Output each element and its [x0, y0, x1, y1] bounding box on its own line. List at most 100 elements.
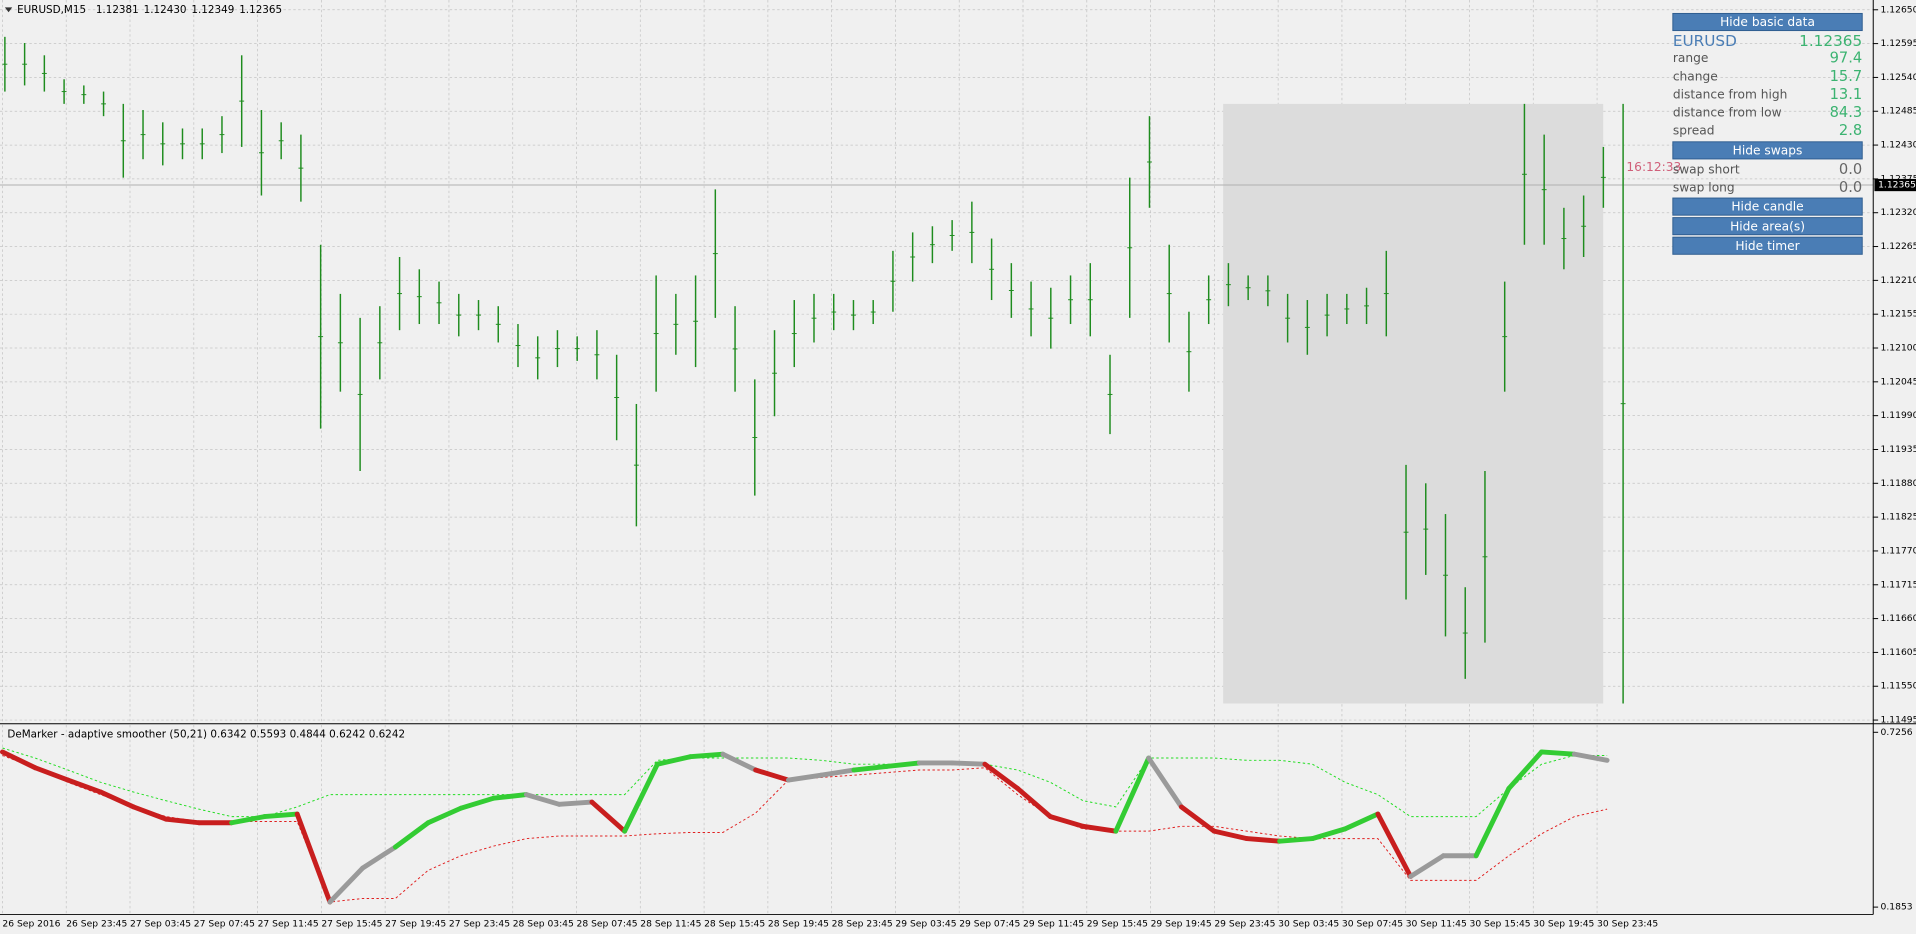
demarker-segment: [982, 761, 1021, 791]
demarker-segment: [1015, 786, 1053, 820]
demarker-segment: [1473, 786, 1512, 859]
hide-timer-button[interactable]: Hide timer: [1672, 236, 1863, 255]
y-tick-label: 1.11825: [1881, 512, 1916, 523]
x-tick-label: 26 Sep 23:45: [66, 919, 127, 930]
lower-band: [2, 754, 1608, 903]
hide-swaps-button[interactable]: Hide swaps: [1672, 141, 1863, 160]
y-tick-label: 1.12430: [1881, 140, 1916, 151]
demarker-segment: [458, 795, 497, 811]
row-label: range: [1673, 51, 1709, 65]
upper-band: [2, 747, 1608, 818]
indicator-tick-label: 0.7256: [1881, 727, 1913, 738]
x-tick-label: 28 Sep 19:45: [768, 919, 829, 930]
x-tick-label: 30 Sep 19:45: [1533, 919, 1594, 930]
x-tick-label: 27 Sep 11:45: [258, 919, 319, 930]
row-value: 97.4: [1830, 50, 1863, 67]
demarker-segment: [785, 772, 824, 783]
demarker-segment: [654, 754, 693, 767]
demarker-segment: [392, 820, 431, 850]
hide-areas-button[interactable]: Hide area(s): [1672, 217, 1863, 236]
x-tick-label: 27 Sep 07:45: [194, 919, 255, 930]
title-part: EURUSD,M15: [17, 4, 86, 16]
demarker-segment: [1146, 755, 1184, 810]
demarker-segment: [1047, 814, 1086, 829]
chart-title: EURUSD,M15 1.12381 1.12430 1.12349 1.12365: [17, 4, 282, 16]
x-tick-label: 27 Sep 03:45: [130, 919, 191, 930]
hide-candle-button[interactable]: Hide candle: [1672, 197, 1863, 216]
demarker-segment: [1571, 751, 1610, 763]
y-tick-label: 1.11605: [1881, 647, 1916, 658]
timer: 16:12:33: [1626, 160, 1681, 174]
button-label[interactable]: Hide swaps: [1733, 143, 1803, 157]
indicator-tick-label: 0.1853: [1881, 902, 1913, 913]
symbol: EURUSD: [1673, 32, 1737, 50]
demarker-segment: [1408, 853, 1446, 879]
demarker-segment: [949, 760, 988, 767]
row-value: 84.3: [1830, 104, 1863, 121]
demarker-segment: [622, 761, 660, 834]
demarker-segment: [753, 767, 791, 783]
demarker-segment: [261, 811, 300, 820]
y-tick-label: 1.12375: [1881, 173, 1916, 184]
x-tick-label: 28 Sep 11:45: [640, 919, 701, 930]
hide-basic-data-button[interactable]: Hide basic data: [1672, 12, 1863, 32]
demarker-segment: [1375, 811, 1414, 879]
button-label[interactable]: Hide basic data: [1720, 15, 1815, 29]
area-layer: [0, 103, 1874, 704]
axis-layer: 1.12650 1.12595 1.12540 1.12485 1.12430 1.123…: [2, 4, 1916, 930]
x-tick-label: 29 Sep 15:45: [1087, 919, 1148, 930]
x-tick-label: 30 Sep 23:45: [1597, 919, 1658, 930]
y-tick-label: 1.12485: [1881, 106, 1916, 117]
x-tick-label: 29 Sep 07:45: [959, 919, 1020, 930]
demarker-segment: [1539, 749, 1577, 757]
indicator-label: DeMarker - adaptive smoother (50,21) 0.6…: [7, 729, 405, 741]
demarker-segment: [818, 767, 857, 778]
title-part: 1.12381: [96, 4, 139, 16]
bar-layer: [2, 36, 1626, 704]
demarker-segment: [0, 749, 38, 771]
demarker-segment: [491, 792, 529, 801]
demarker-segment: [32, 765, 71, 783]
menu-arrow[interactable]: [4, 7, 13, 13]
title-part: 1.12365: [239, 4, 282, 16]
y-tick-label: 1.12320: [1881, 207, 1916, 218]
button-label[interactable]: Hide area(s): [1730, 219, 1805, 233]
demarker-segment: [1342, 811, 1381, 832]
x-tick-label: 29 Sep 03:45: [895, 919, 956, 930]
x-tick-label: 29 Sep 19:45: [1151, 919, 1212, 930]
demarker-segment: [229, 814, 267, 826]
demarker-segment: [1309, 826, 1348, 842]
demarker-segment: [360, 844, 398, 871]
y-tick-label: 1.12265: [1881, 241, 1916, 252]
button-label[interactable]: Hide candle: [1731, 200, 1803, 214]
y-tick-label: 1.12210: [1881, 275, 1916, 286]
swap-value: 0.0: [1839, 161, 1862, 178]
y-tick-label: 1.11935: [1881, 444, 1916, 455]
demarker-segment: [327, 865, 366, 905]
title-part: 1.12430: [144, 4, 187, 16]
button-label[interactable]: Hide timer: [1735, 239, 1800, 253]
price: 1.12365: [1799, 32, 1862, 50]
row-label: distance from high: [1673, 87, 1788, 101]
y-tick-label: 1.12650: [1881, 4, 1916, 15]
swap-value: 0.0: [1839, 179, 1862, 196]
demarker-segment: [98, 789, 136, 810]
indicator-layer: [0, 747, 1610, 905]
demarker-segment: [130, 804, 169, 822]
x-tick-label: 29 Sep 11:45: [1023, 919, 1084, 930]
x-tick-label: 28 Sep 07:45: [577, 919, 638, 930]
demarker-segment: [1113, 755, 1152, 834]
y-tick-label: 1.12100: [1881, 343, 1916, 354]
swap-label: swap short: [1673, 162, 1740, 176]
row-value: 15.7: [1830, 68, 1863, 85]
current-price-label: 1.12365: [1878, 180, 1916, 191]
y-tick-label: 1.12595: [1881, 38, 1916, 49]
demarker-segment: [884, 760, 922, 769]
y-tick-label: 1.12540: [1881, 72, 1916, 83]
demarker-segment: [1277, 836, 1315, 844]
x-tick-label: 27 Sep 15:45: [321, 919, 382, 930]
y-tick-label: 1.11495: [1881, 715, 1916, 726]
demarker-segment: [1211, 828, 1250, 842]
